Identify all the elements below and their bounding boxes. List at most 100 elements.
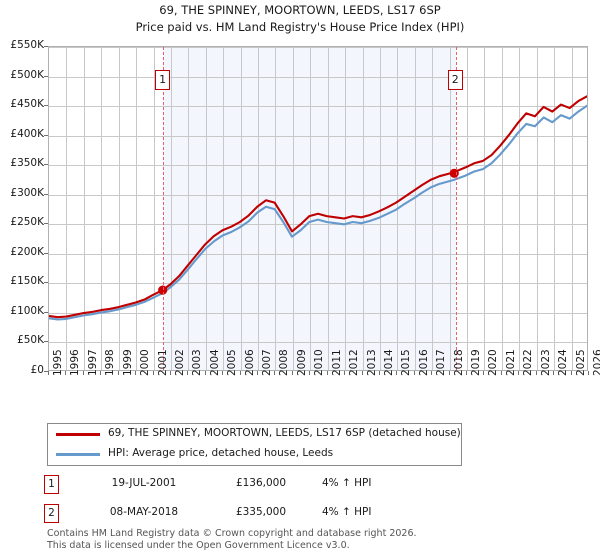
- sale-callout-1[interactable]: 1: [155, 70, 171, 90]
- x-axis-tick: [413, 371, 415, 375]
- grid-line-vertical: [292, 47, 294, 370]
- footer-line-1: Contains HM Land Registry data © Crown c…: [47, 528, 417, 539]
- x-axis-tick-label: 2014: [382, 349, 395, 376]
- x-axis-tick: [518, 371, 520, 375]
- x-axis-tick-label: 2020: [487, 349, 500, 376]
- y-axis-tick-label: £550K: [10, 39, 44, 51]
- y-axis-tick-label: £150K: [10, 275, 44, 288]
- x-axis-tick: [378, 371, 380, 375]
- x-axis-tick-label: 2003: [191, 349, 204, 376]
- x-axis-tick: [222, 371, 224, 375]
- sale-row-2-hpi-delta: 4% ↑ HPI: [322, 506, 372, 518]
- grid-line-horizontal: [49, 194, 587, 196]
- grid-line-horizontal: [49, 342, 587, 344]
- grid-line-horizontal: [49, 47, 587, 48]
- grid-line-horizontal: [49, 283, 587, 285]
- x-axis-tick-label: 1998: [104, 349, 117, 376]
- y-axis-tick: [44, 371, 48, 372]
- y-axis-tick-label: £500K: [10, 68, 44, 81]
- x-axis-tick-label: 2015: [400, 349, 413, 376]
- sale-point-2[interactable]: [449, 168, 459, 178]
- grid-line-vertical: [258, 47, 260, 370]
- y-axis-tick-label: £0: [30, 364, 44, 376]
- x-axis-tick: [257, 371, 259, 375]
- x-axis-tick-label: 1995: [52, 349, 64, 376]
- x-axis-tick: [431, 371, 433, 375]
- sale-point-1[interactable]: [158, 285, 168, 295]
- grid-line-vertical: [310, 47, 312, 370]
- x-axis-tick-label: 2010: [313, 349, 326, 376]
- x-axis-tick-label: 2004: [208, 349, 221, 376]
- footer-licence: Contains HM Land Registry data © Crown c…: [47, 528, 567, 551]
- grid-line-vertical: [501, 47, 503, 370]
- grid-line-vertical: [484, 47, 486, 370]
- grid-line-horizontal: [49, 76, 587, 78]
- y-axis-tick-label: £450K: [10, 98, 44, 111]
- x-axis-tick-label: 2007: [261, 349, 274, 376]
- x-axis-tick-label: 2023: [539, 349, 552, 376]
- sale-row-2-date: 08-MAY-2018: [109, 506, 179, 518]
- grid-line-vertical: [101, 47, 103, 370]
- grid-line-vertical: [345, 47, 347, 370]
- grid-line-vertical: [362, 47, 364, 370]
- grid-line-vertical: [223, 47, 225, 370]
- y-axis-tick: [44, 252, 48, 254]
- grid-line-horizontal: [49, 224, 587, 226]
- x-axis-tick: [466, 371, 468, 375]
- grid-line-vertical: [118, 47, 120, 370]
- x-axis-tick: [553, 371, 555, 375]
- x-axis-tick: [344, 371, 346, 375]
- y-axis-tick: [44, 223, 48, 225]
- footer-line-2: This data is licensed under the Open Gov…: [47, 539, 350, 551]
- legend-label-price-paid: 69, THE SPINNEY, MOORTOWN, LEEDS, LS17 6…: [108, 427, 461, 439]
- legend-item-hpi: HPI: Average price, detached house, Leed…: [48, 444, 461, 465]
- x-axis-tick: [448, 371, 450, 375]
- grid-line-vertical: [188, 47, 190, 370]
- sale-period-band: [163, 47, 456, 370]
- x-axis-tick-label: 2008: [278, 349, 291, 376]
- sale-row-2[interactable]: 2 08-MAY-2018 £335,000 4% ↑ HPI: [44, 502, 484, 528]
- grid-line-horizontal: [49, 135, 587, 137]
- y-axis-tick-label: £350K: [10, 157, 44, 170]
- x-axis-tick: [588, 371, 589, 375]
- sale-marker-line-1: [163, 47, 165, 370]
- x-axis-tick: [239, 371, 241, 375]
- x-axis-tick-label: 2016: [417, 349, 430, 376]
- x-axis-tick-label: 2006: [243, 349, 256, 376]
- y-axis-tick: [44, 134, 48, 136]
- sale-point-markers: [158, 168, 459, 295]
- x-axis-tick: [65, 371, 67, 375]
- grid-line-vertical: [536, 47, 538, 370]
- x-axis-tick: [187, 371, 189, 375]
- grid-line-horizontal: [49, 312, 587, 314]
- x-axis-tick: [500, 371, 502, 375]
- grid-line-vertical: [467, 47, 469, 370]
- x-axis-tick: [291, 371, 293, 375]
- y-axis-tick: [44, 193, 48, 195]
- grid-line-vertical: [449, 47, 451, 370]
- sale-callout-2[interactable]: 2: [447, 70, 463, 90]
- grid-line-vertical: [571, 47, 573, 370]
- grid-line-vertical: [205, 47, 207, 370]
- x-axis-tick: [152, 371, 154, 375]
- x-axis-tick: [535, 371, 537, 375]
- x-axis-tick: [483, 371, 485, 375]
- x-axis-tick-label: 2001: [156, 349, 169, 376]
- y-axis-tick: [44, 311, 48, 313]
- grid-line-horizontal: [49, 253, 587, 255]
- sale-row-1-marker: 1: [44, 475, 59, 494]
- x-axis-tick-label: 2000: [139, 349, 152, 376]
- y-axis-tick-label: £50K: [17, 334, 44, 347]
- y-axis-tick: [44, 46, 48, 47]
- y-axis-tick: [44, 282, 48, 284]
- grid-line-vertical: [275, 47, 277, 370]
- x-axis-tick-label: 2025: [574, 349, 587, 376]
- x-axis-tick-label: 1996: [69, 349, 82, 376]
- y-axis-tick: [44, 164, 48, 166]
- sale-row-1[interactable]: 1 19-JUL-2001 £136,000 4% ↑ HPI: [44, 473, 484, 499]
- sale-row-1-date: 19-JUL-2001: [111, 477, 177, 489]
- y-axis-tick-label: £400K: [10, 127, 44, 140]
- grid-line-vertical: [554, 47, 556, 370]
- legend-swatch-price-paid: [56, 433, 100, 436]
